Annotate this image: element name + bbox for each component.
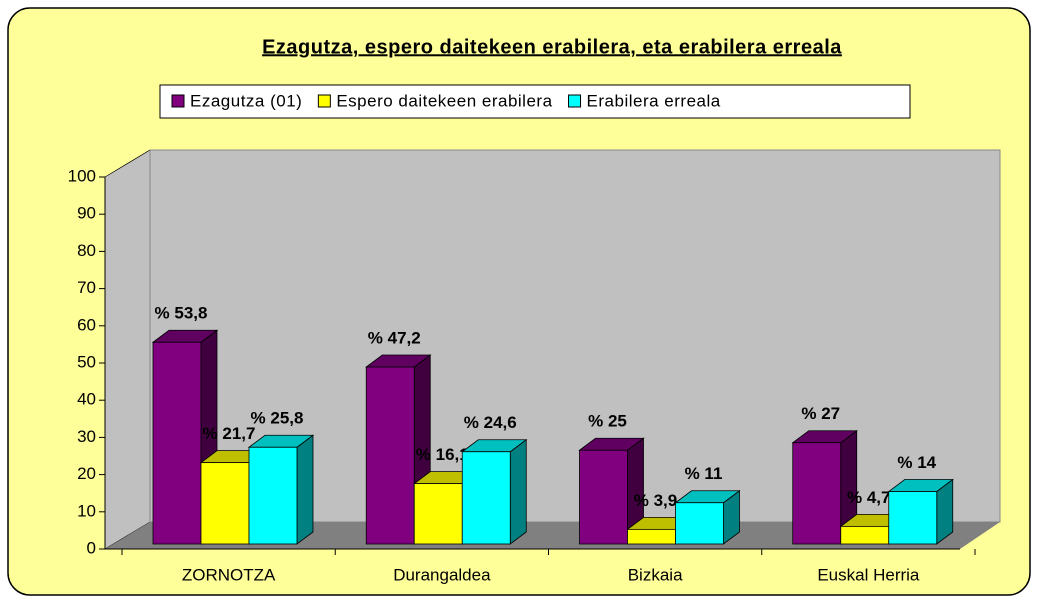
y-tick-label: 0 — [87, 538, 96, 557]
bar-front — [888, 491, 938, 545]
floor — [105, 522, 1000, 549]
bar — [674, 489, 741, 545]
data-label: % 16,1 — [416, 445, 469, 464]
side-wall — [104, 149, 151, 550]
legend-swatch — [317, 94, 331, 108]
legend-label: Espero daitekeen erabilera — [336, 91, 552, 110]
x-tick-label: ZORNOTZA — [182, 565, 276, 584]
data-label: % 3,9 — [634, 491, 677, 510]
chart-title: Ezagutza, espero daitekeen erabilera, et… — [262, 36, 842, 58]
data-label: % 24,6 — [464, 413, 517, 432]
bar-front — [200, 462, 250, 545]
data-label: % 27 — [801, 404, 840, 423]
bar — [887, 478, 954, 545]
bar — [578, 437, 645, 545]
y-tick-label: 50 — [77, 352, 96, 371]
legend — [159, 84, 911, 119]
bar-front — [461, 451, 511, 545]
y-tick-label: 30 — [77, 427, 96, 446]
legend-swatch — [171, 94, 185, 108]
bar-front — [792, 442, 842, 545]
bar-front — [365, 366, 415, 545]
bar-side — [296, 434, 314, 545]
bar-side — [509, 438, 527, 545]
data-label: % 47,2 — [368, 328, 421, 347]
legend-label: Ezagutza (01) — [190, 91, 302, 110]
data-label: % 14 — [897, 453, 936, 472]
data-label: % 21,7 — [203, 424, 256, 443]
data-label: % 11 — [685, 464, 723, 483]
y-tick-label: 70 — [77, 278, 96, 297]
bar-front — [627, 528, 676, 545]
data-label: % 25 — [588, 412, 627, 431]
bar-front — [840, 525, 890, 545]
y-tick-label: 10 — [77, 501, 96, 520]
x-tick-label: Euskal Herria — [817, 565, 920, 584]
bar — [791, 429, 858, 545]
y-tick-label: 20 — [77, 464, 96, 483]
y-tick-label: 80 — [77, 241, 96, 260]
bar — [365, 354, 432, 545]
data-label: % 25,8 — [251, 409, 304, 428]
legend-label: Erabilera erreala — [587, 91, 721, 110]
legend-swatch — [568, 94, 582, 108]
y-tick-label: 90 — [77, 204, 96, 223]
x-tick-label: Bizkaia — [628, 565, 683, 584]
bar-front — [579, 449, 628, 545]
bar-front — [152, 341, 202, 545]
bar-front — [413, 483, 463, 545]
bar-front — [248, 446, 298, 545]
bar-front — [675, 502, 724, 545]
data-label: % 4,7 — [847, 488, 890, 507]
y-tick-label: 100 — [68, 166, 96, 185]
y-tick-label: 40 — [77, 390, 96, 409]
y-tick-label: 60 — [77, 315, 96, 334]
data-label: % 53,8 — [155, 304, 208, 323]
bar — [247, 434, 315, 545]
bar — [461, 438, 528, 545]
x-tick-label: Durangaldea — [393, 565, 491, 584]
